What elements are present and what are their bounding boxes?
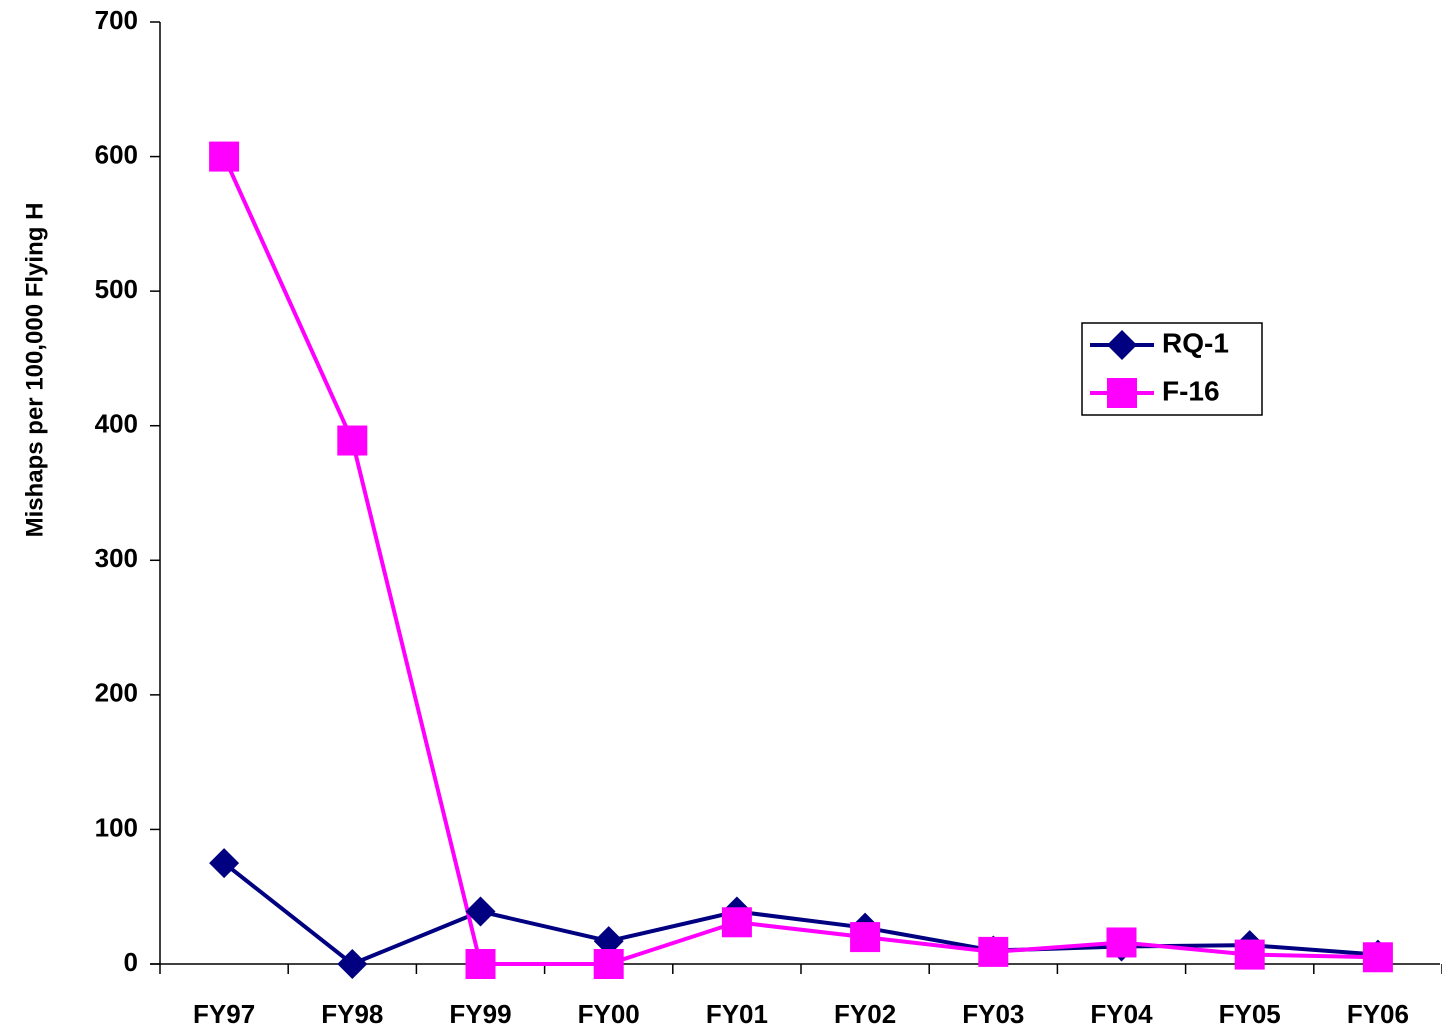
x-tick-label: FY97 <box>193 999 255 1029</box>
y-tick-label: 200 <box>95 678 138 708</box>
y-tick-label: 0 <box>124 947 138 977</box>
legend-marker <box>1107 330 1137 360</box>
x-tick-label: FY99 <box>449 999 511 1029</box>
y-tick-label: 100 <box>95 812 138 842</box>
point <box>465 949 496 979</box>
point <box>978 936 1009 967</box>
point <box>1106 927 1137 958</box>
y-tick-label: 700 <box>95 5 138 35</box>
point <box>1362 942 1393 973</box>
y-tick-label: 500 <box>95 274 138 304</box>
y-axis-label: Mishaps per 100,000 Flying H <box>21 203 48 538</box>
point <box>721 907 752 938</box>
y-tick-label: 600 <box>95 139 138 169</box>
x-tick-label: FY98 <box>321 999 383 1029</box>
y-tick-label: 400 <box>95 409 138 439</box>
x-tick-label: FY06 <box>1347 999 1409 1029</box>
point <box>337 949 368 979</box>
series-line <box>222 861 1379 967</box>
point <box>593 926 624 957</box>
legend-label: RQ-1 <box>1162 327 1229 358</box>
point <box>465 896 496 927</box>
x-tick-label: FY05 <box>1219 999 1281 1029</box>
series-line <box>222 155 1378 966</box>
legend-marker <box>1107 378 1137 408</box>
x-tick-label: FY02 <box>834 999 896 1029</box>
x-tick-label: FY00 <box>578 999 640 1029</box>
point <box>850 922 881 953</box>
x-tick-label: FY03 <box>962 999 1024 1029</box>
point <box>1234 939 1265 970</box>
x-tick-label: FY01 <box>706 999 768 1029</box>
point <box>593 949 624 979</box>
point <box>209 848 240 879</box>
point <box>337 425 368 456</box>
x-tick-label: FY04 <box>1090 999 1153 1029</box>
point <box>209 141 240 172</box>
legend-label: F-16 <box>1162 375 1220 406</box>
y-tick-label: 300 <box>95 543 138 573</box>
